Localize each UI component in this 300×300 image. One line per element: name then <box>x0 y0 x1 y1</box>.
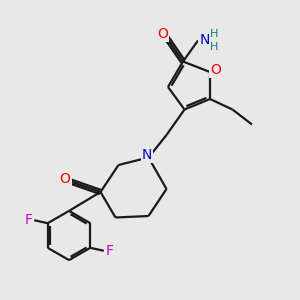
Text: O: O <box>158 27 168 41</box>
Text: O: O <box>210 63 221 77</box>
Text: O: O <box>60 172 70 186</box>
Text: H: H <box>210 29 219 39</box>
Text: N: N <box>200 34 210 47</box>
Text: H: H <box>210 42 219 52</box>
Text: F: F <box>106 244 114 258</box>
Text: F: F <box>24 213 32 227</box>
Text: N: N <box>142 148 152 162</box>
